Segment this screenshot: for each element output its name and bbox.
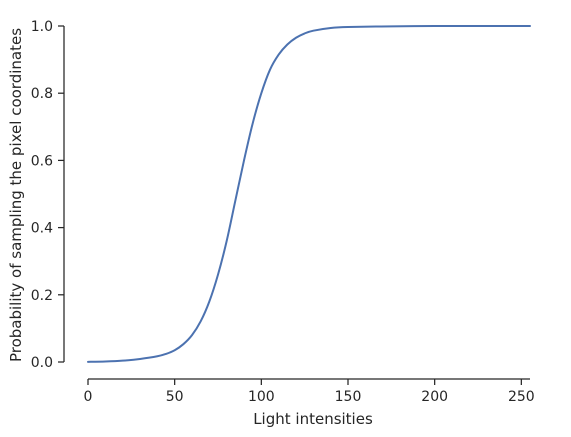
x-axis-ticks: 0 50 100 150 200 250 bbox=[84, 379, 535, 405]
series-group bbox=[87, 24, 531, 363]
x-tick-label-5: 250 bbox=[508, 389, 535, 405]
y-tick-label-4: 0.8 bbox=[31, 86, 53, 102]
y-tick-label-2: 0.4 bbox=[31, 221, 53, 237]
x-axis-label: Light intensities bbox=[253, 410, 373, 428]
y-tick-label-1: 0.2 bbox=[31, 288, 53, 304]
y-tick-label-0: 0.0 bbox=[31, 355, 53, 371]
x-tick-label-1: 50 bbox=[166, 389, 184, 405]
y-tick-label-5: 1.0 bbox=[31, 19, 53, 35]
x-tick-label-2: 100 bbox=[248, 389, 275, 405]
y-axis-label: Probability of sampling the pixel coordi… bbox=[7, 28, 25, 362]
y-axis-ticks: 0.0 0.2 0.4 0.6 0.8 1.0 bbox=[31, 19, 64, 371]
series-line-0 bbox=[87, 24, 531, 363]
x-tick-label-3: 150 bbox=[335, 389, 362, 405]
x-tick-label-4: 200 bbox=[421, 389, 448, 405]
y-tick-label-3: 0.6 bbox=[31, 153, 53, 169]
x-tick-label-0: 0 bbox=[84, 389, 93, 405]
